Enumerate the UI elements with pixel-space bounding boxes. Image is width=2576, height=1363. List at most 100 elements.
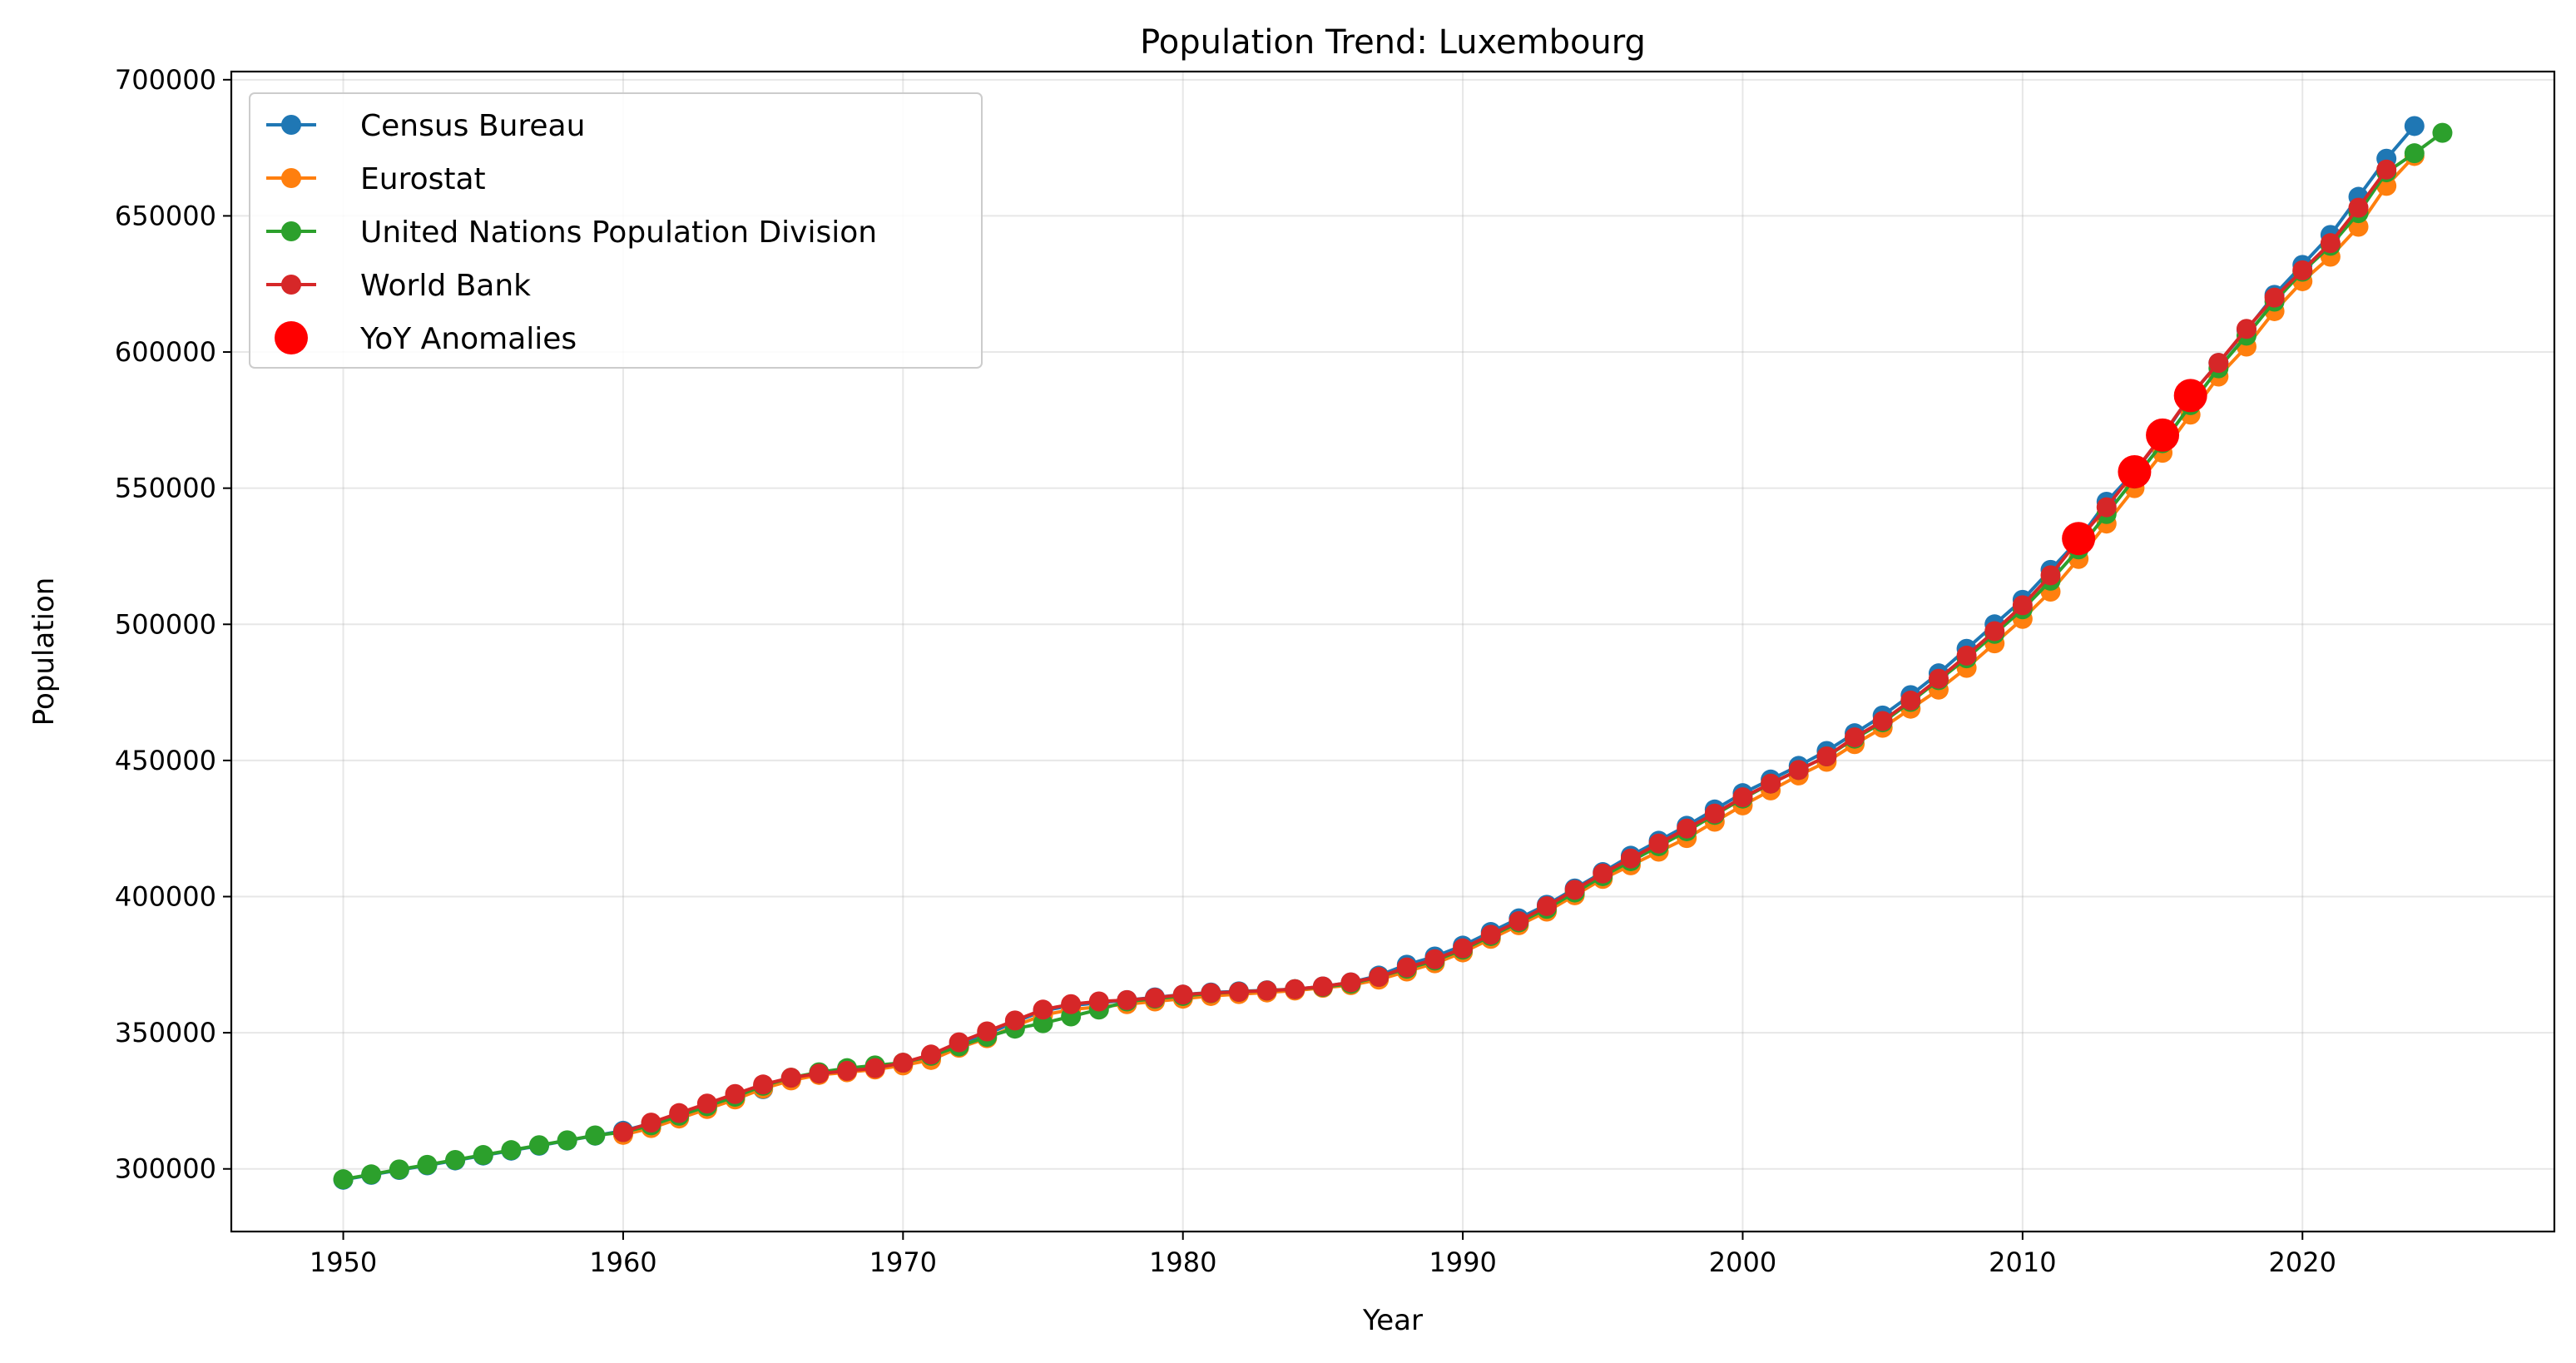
series-line-world-bank xyxy=(622,168,2388,1134)
data-point-united-nations-population-division xyxy=(417,1154,438,1175)
data-point-united-nations-population-division xyxy=(585,1125,606,1146)
data-point-world-bank xyxy=(753,1074,774,1095)
x-tick-label: 2000 xyxy=(1709,1247,1776,1278)
data-point-world-bank xyxy=(1845,727,1865,748)
anomaly-point xyxy=(2146,418,2180,452)
data-point-united-nations-population-division xyxy=(361,1164,382,1185)
data-point-world-bank xyxy=(1172,984,1193,1005)
legend-marker-swatch xyxy=(281,221,301,241)
data-point-world-bank xyxy=(2236,319,2256,340)
legend-marker-swatch xyxy=(281,275,301,295)
data-point-world-bank xyxy=(1704,803,1725,824)
data-point-world-bank xyxy=(2348,197,2369,218)
y-tick-label: 550000 xyxy=(115,473,216,504)
legend-item: Census Bureau xyxy=(266,109,585,143)
data-point-world-bank xyxy=(1369,967,1390,988)
data-point-world-bank xyxy=(1956,645,1977,666)
data-point-world-bank xyxy=(1061,994,1082,1014)
data-point-world-bank xyxy=(725,1083,746,1104)
y-tick-label: 450000 xyxy=(115,745,216,776)
x-tick-label: 1960 xyxy=(589,1247,656,1278)
data-point-world-bank xyxy=(1312,976,1333,997)
data-point-world-bank xyxy=(1677,818,1697,839)
data-point-world-bank xyxy=(1788,760,1809,781)
data-point-united-nations-population-division xyxy=(445,1149,466,1170)
data-point-world-bank xyxy=(1984,621,2005,642)
data-point-united-nations-population-division xyxy=(389,1159,409,1180)
data-point-world-bank xyxy=(2320,233,2341,254)
data-point-world-bank xyxy=(1761,773,1781,794)
x-tick-label: 1980 xyxy=(1149,1247,1216,1278)
data-point-world-bank xyxy=(864,1058,885,1078)
legend-item: YoY Anomalies xyxy=(275,321,577,356)
data-point-world-bank xyxy=(1256,980,1277,1001)
data-point-world-bank xyxy=(1453,938,1474,959)
anomaly-point xyxy=(2062,522,2096,556)
data-point-world-bank xyxy=(1033,999,1053,1020)
data-point-world-bank xyxy=(1537,895,1558,916)
legend-label: Census Bureau xyxy=(360,109,585,143)
plot-frame xyxy=(230,70,2556,1233)
series-world-bank xyxy=(612,159,2397,1142)
data-point-world-bank xyxy=(1088,991,1109,1012)
data-point-world-bank xyxy=(949,1032,969,1053)
data-point-world-bank xyxy=(1508,910,1529,931)
data-point-world-bank xyxy=(1648,833,1669,854)
y-axis-label: Population xyxy=(27,577,61,726)
data-point-united-nations-population-division xyxy=(333,1169,354,1190)
data-point-world-bank xyxy=(1424,949,1445,969)
x-tick-label: 1990 xyxy=(1429,1247,1496,1278)
data-point-united-nations-population-division xyxy=(2404,143,2425,164)
x-tick-label: 2010 xyxy=(1989,1247,2056,1278)
legend-label: United Nations Population Division xyxy=(360,216,877,250)
data-point-world-bank xyxy=(977,1021,998,1042)
data-point-world-bank xyxy=(2292,260,2313,280)
data-point-world-bank xyxy=(1620,848,1641,869)
legend-item: United Nations Population Division xyxy=(266,216,877,250)
data-point-world-bank xyxy=(809,1063,830,1084)
x-tick-label: 2020 xyxy=(2269,1247,2336,1278)
axes: 1950 1960 1970 1980 1990 2000 2010 2020 300000 35… xyxy=(115,64,2336,1278)
data-point-world-bank xyxy=(1593,863,1613,884)
legend-item: Eurostat xyxy=(266,162,486,196)
data-point-world-bank xyxy=(2096,497,2117,518)
x-tick-label: 1970 xyxy=(869,1247,937,1278)
data-point-world-bank xyxy=(1340,972,1361,993)
data-point-world-bank xyxy=(2376,159,2397,180)
data-point-world-bank xyxy=(1201,983,1221,1004)
data-point-united-nations-population-division xyxy=(2432,122,2453,143)
data-point-world-bank xyxy=(641,1113,661,1133)
legend-marker-swatch xyxy=(281,115,301,135)
data-point-world-bank xyxy=(669,1103,690,1123)
y-tick-label: 700000 xyxy=(115,64,216,96)
data-point-world-bank xyxy=(1872,711,1893,731)
x-tick-label: 1950 xyxy=(310,1247,377,1278)
data-point-world-bank xyxy=(1900,690,1921,711)
x-axis-label: Year xyxy=(1362,1304,1423,1337)
data-point-world-bank xyxy=(1145,988,1166,1009)
y-tick-label: 600000 xyxy=(115,336,216,368)
legend-item: World Bank xyxy=(266,269,531,303)
anomaly-point xyxy=(2173,379,2207,413)
data-point-world-bank xyxy=(1228,982,1249,1003)
y-tick-label: 400000 xyxy=(115,881,216,913)
legend-label: World Bank xyxy=(360,269,531,303)
data-point-world-bank xyxy=(1564,880,1585,900)
legend-box xyxy=(249,92,983,369)
data-point-united-nations-population-division xyxy=(473,1145,493,1166)
y-tick-label: 350000 xyxy=(115,1017,216,1048)
legend-label: YoY Anomalies xyxy=(359,322,577,356)
data-point-census-bureau xyxy=(2404,116,2425,136)
data-point-world-bank xyxy=(893,1053,914,1073)
y-tick-label: 500000 xyxy=(115,608,216,640)
data-point-world-bank xyxy=(1285,979,1305,999)
data-point-united-nations-population-division xyxy=(557,1130,577,1151)
data-point-world-bank xyxy=(1480,924,1501,945)
data-point-world-bank xyxy=(837,1060,858,1081)
data-point-united-nations-population-division xyxy=(501,1140,522,1161)
y-tick-label: 300000 xyxy=(115,1153,216,1185)
data-point-world-bank xyxy=(1928,668,1949,689)
legend-marker-swatch xyxy=(281,168,301,188)
data-point-world-bank xyxy=(780,1068,801,1088)
